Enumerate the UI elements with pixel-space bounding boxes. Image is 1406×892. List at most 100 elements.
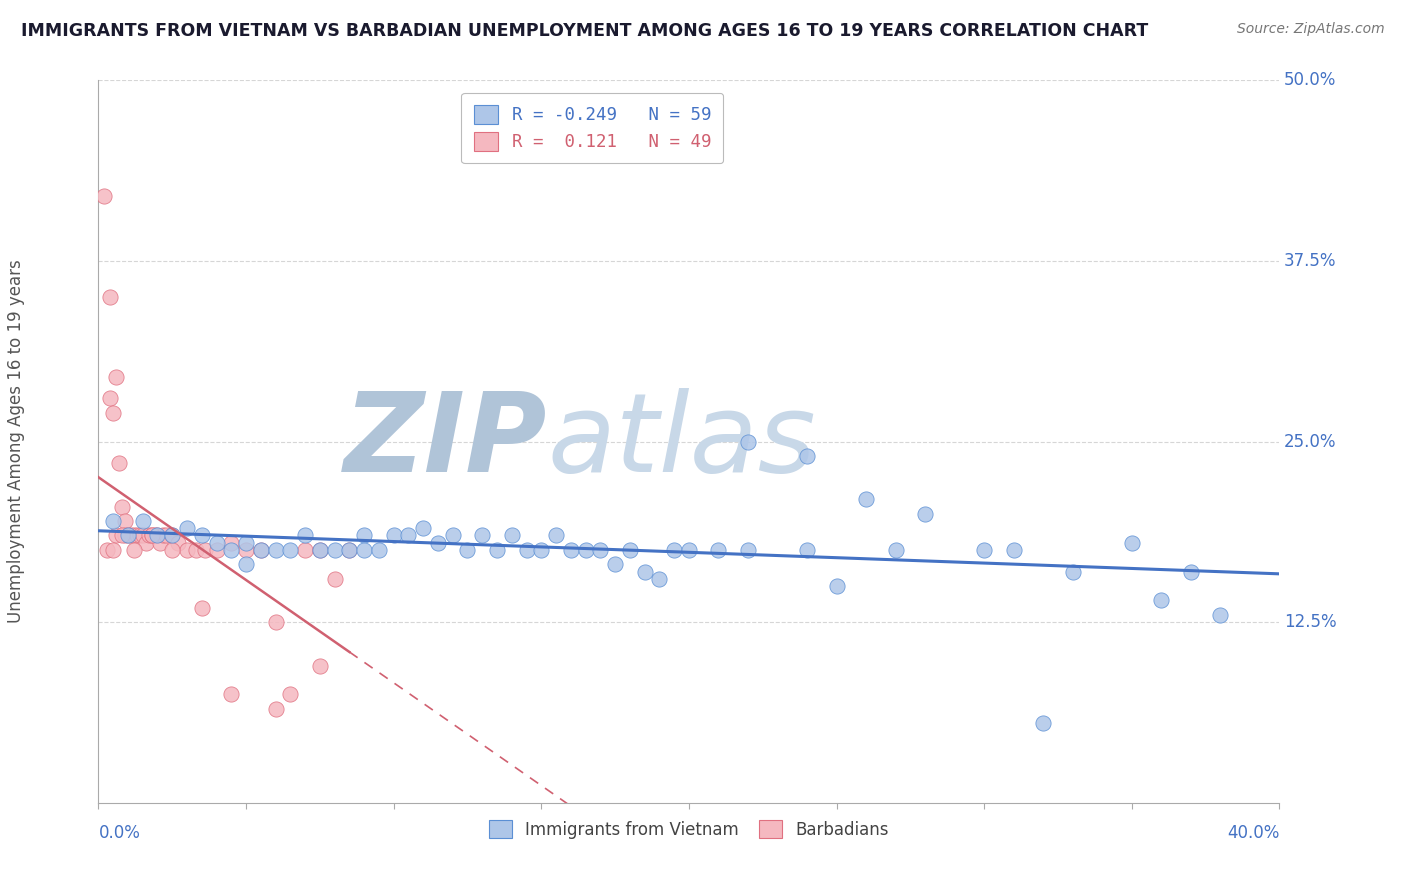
Point [294, 528, 316, 542]
Point [141, 528, 163, 542]
Point [143, 528, 166, 542]
Point [221, 542, 243, 557]
Point [796, 449, 818, 463]
Text: IMMIGRANTS FROM VIETNAM VS BARBADIAN UNEMPLOYMENT AMONG AGES 16 TO 19 YEARS CORR: IMMIGRANTS FROM VIETNAM VS BARBADIAN UNE… [21, 22, 1149, 40]
Text: 40.0%: 40.0% [1227, 824, 1279, 842]
Point [796, 542, 818, 557]
Text: ZIP: ZIP [343, 388, 547, 495]
Point [103, 542, 125, 557]
Point [1150, 593, 1173, 607]
Point [221, 535, 243, 549]
Point [309, 658, 332, 673]
Point [648, 572, 671, 586]
Text: 12.5%: 12.5% [1284, 613, 1337, 632]
Point [132, 514, 155, 528]
Point [250, 542, 273, 557]
Point [176, 542, 198, 557]
Point [162, 542, 183, 557]
Point [368, 542, 391, 557]
Point [155, 528, 177, 542]
Point [323, 572, 346, 586]
Point [412, 521, 434, 535]
Point [114, 514, 136, 528]
Text: Unemployment Among Ages 16 to 19 years: Unemployment Among Ages 16 to 19 years [7, 260, 25, 624]
Point [111, 528, 134, 542]
Point [280, 542, 302, 557]
Point [191, 600, 214, 615]
Text: 37.5%: 37.5% [1284, 252, 1337, 270]
Point [457, 542, 479, 557]
Point [855, 492, 877, 507]
Text: atlas: atlas [547, 388, 815, 495]
Point [122, 528, 145, 542]
Point [1209, 607, 1232, 622]
Point [575, 542, 598, 557]
Point [250, 542, 273, 557]
Point [516, 542, 538, 557]
Point [280, 687, 302, 701]
Point [105, 369, 128, 384]
Point [96, 542, 118, 557]
Point [264, 542, 287, 557]
Point [146, 528, 169, 542]
Point [427, 535, 450, 549]
Point [634, 565, 657, 579]
Point [973, 542, 995, 557]
Point [471, 528, 494, 542]
Point [162, 528, 183, 542]
Point [141, 528, 163, 542]
Point [98, 290, 121, 304]
Point [152, 528, 174, 542]
Point [530, 542, 553, 557]
Point [546, 528, 568, 542]
Point [120, 528, 142, 542]
Point [1032, 716, 1054, 731]
Point [1062, 565, 1084, 579]
Point [191, 528, 214, 542]
Point [486, 542, 509, 557]
Point [1180, 565, 1202, 579]
Point [105, 528, 128, 542]
Point [93, 189, 115, 203]
Point [128, 528, 150, 542]
Point [108, 456, 131, 470]
Point [149, 535, 172, 549]
Point [398, 528, 420, 542]
Point [235, 558, 257, 572]
Point [184, 542, 207, 557]
Point [176, 521, 198, 535]
Point [501, 528, 523, 542]
Point [114, 528, 136, 542]
Point [264, 702, 287, 716]
Point [323, 542, 346, 557]
Point [125, 528, 148, 542]
Legend: Immigrants from Vietnam, Barbadians: Immigrants from Vietnam, Barbadians [478, 810, 900, 848]
Point [162, 528, 183, 542]
Point [135, 535, 157, 549]
Point [194, 542, 217, 557]
Point [138, 528, 160, 542]
Point [309, 542, 332, 557]
Point [1002, 542, 1025, 557]
Text: 0.0%: 0.0% [98, 824, 141, 842]
Point [619, 542, 641, 557]
Point [884, 542, 907, 557]
Point [117, 528, 139, 542]
Point [707, 542, 730, 557]
Text: 50.0%: 50.0% [1284, 71, 1337, 89]
Point [205, 535, 228, 549]
Point [221, 687, 243, 701]
Point [294, 542, 316, 557]
Point [441, 528, 464, 542]
Point [264, 615, 287, 630]
Point [146, 528, 169, 542]
Point [825, 579, 848, 593]
Point [167, 535, 190, 549]
Point [737, 542, 759, 557]
Point [353, 528, 375, 542]
Point [382, 528, 405, 542]
Point [132, 528, 155, 542]
Point [235, 535, 257, 549]
Point [122, 542, 145, 557]
Point [737, 434, 759, 449]
